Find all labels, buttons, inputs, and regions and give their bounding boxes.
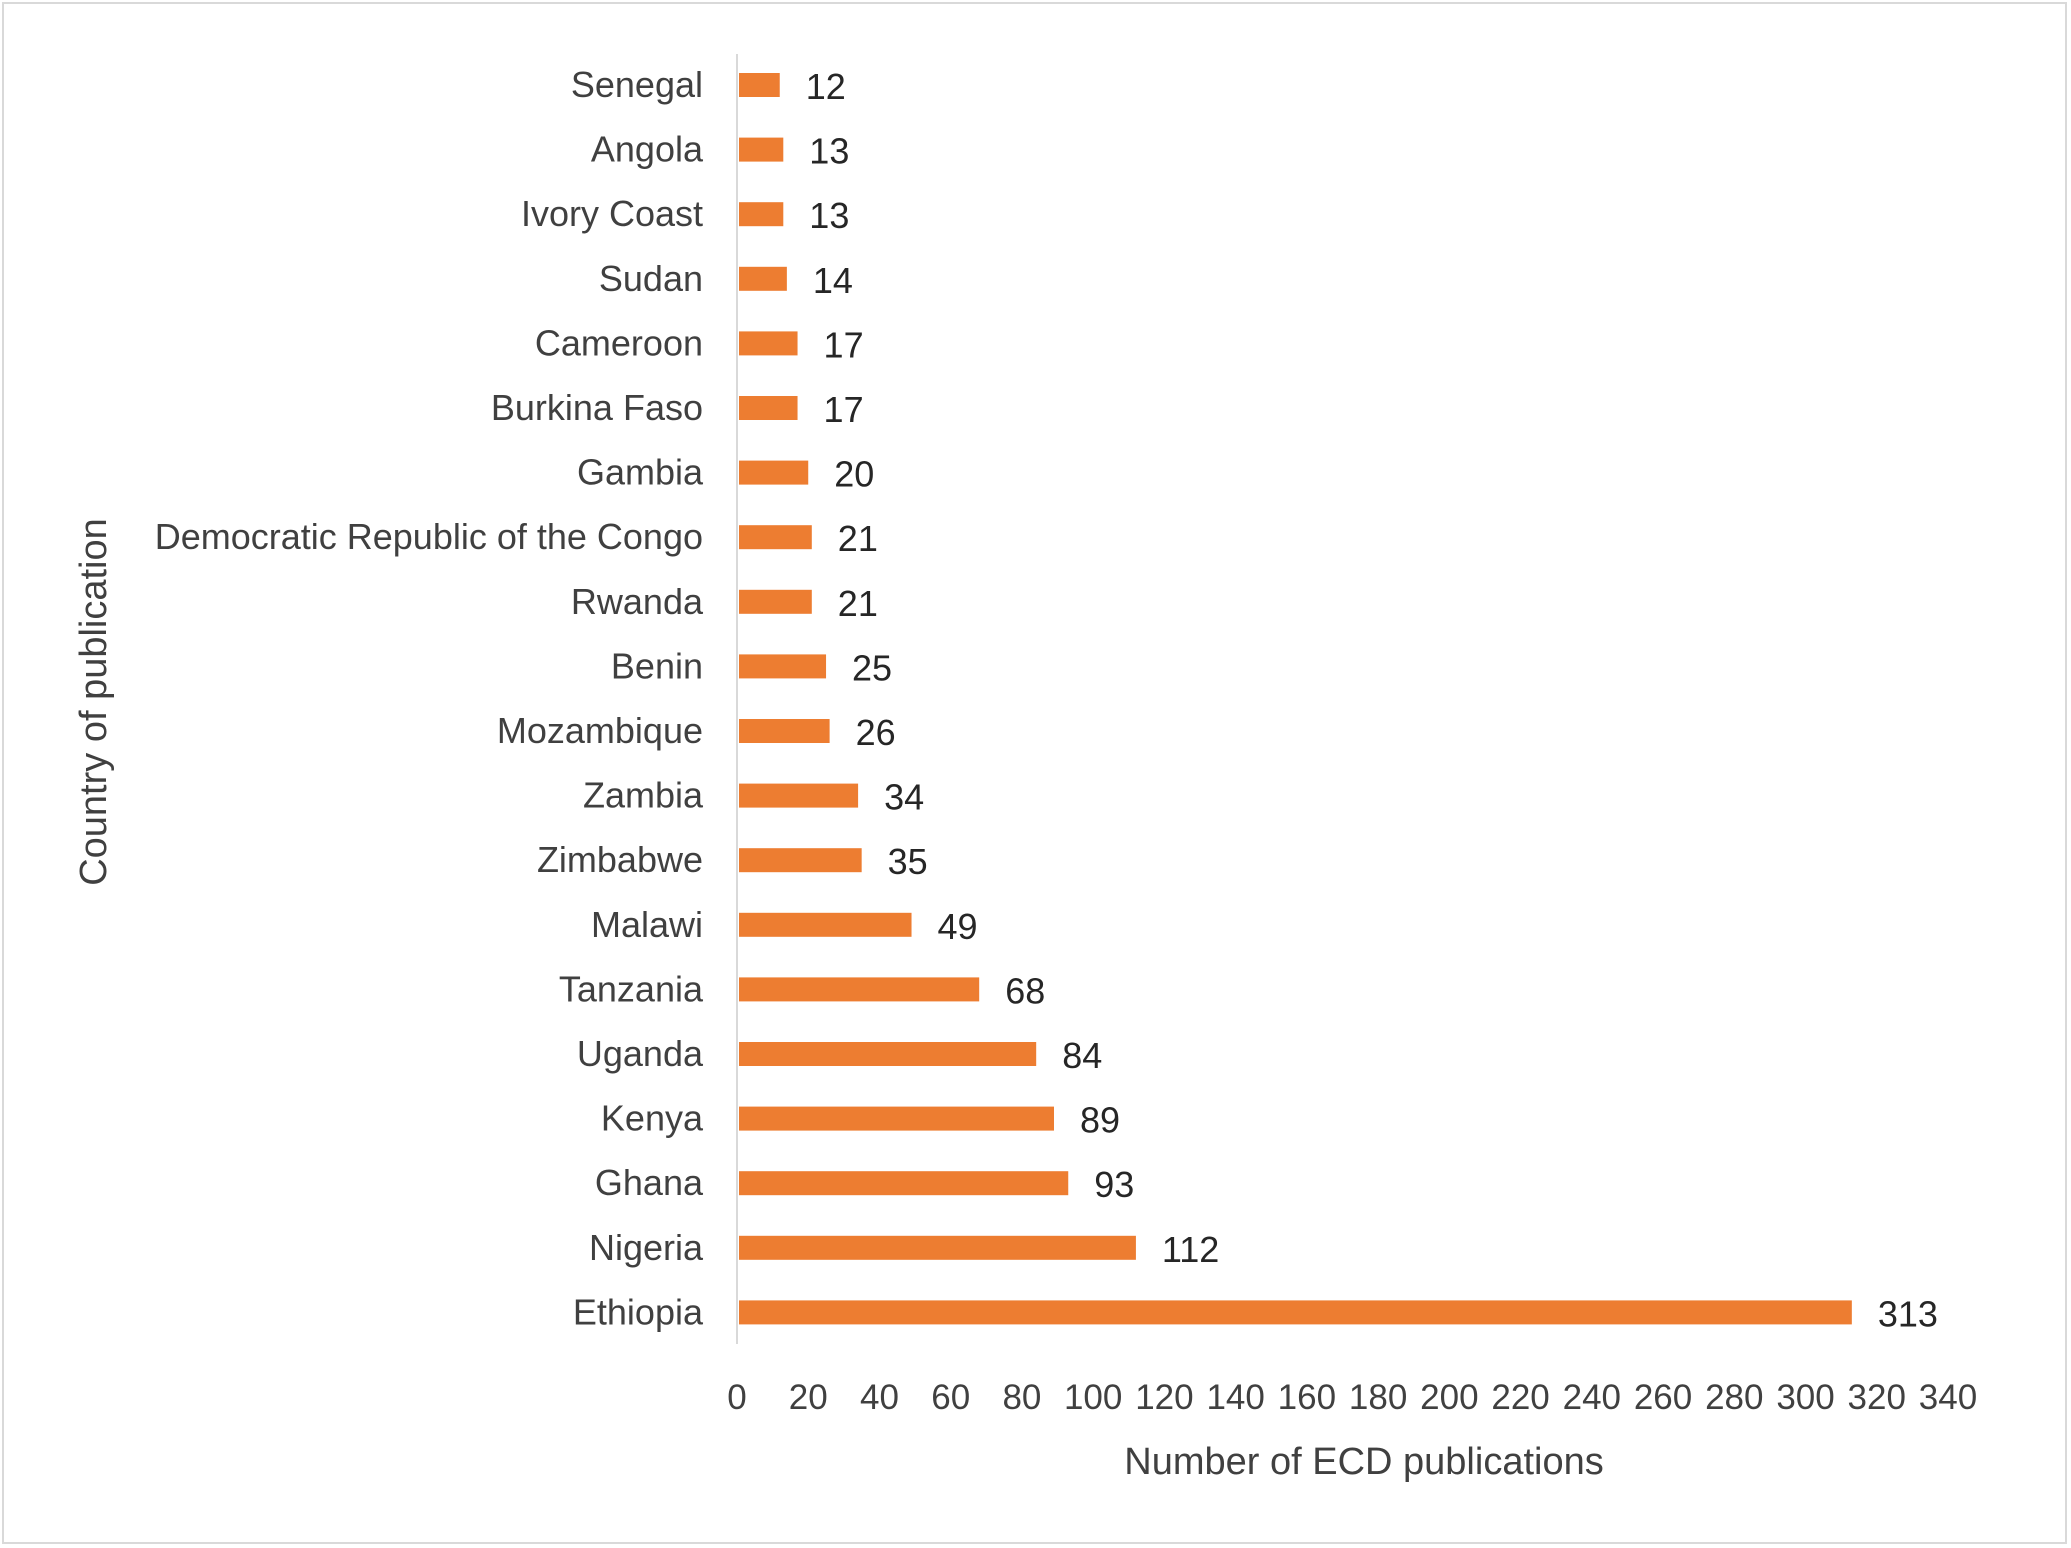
x-tick-label: 220 [1491, 1378, 1549, 1417]
category-label: Rwanda [571, 581, 704, 622]
x-tick-label: 280 [1705, 1378, 1763, 1417]
data-label: 12 [806, 66, 846, 107]
x-tick-label: 240 [1563, 1378, 1621, 1417]
category-labels-group: Senegal Angola Ivory Coast Sudan Cameroon Bur… [155, 64, 704, 1332]
category-label: Uganda [577, 1033, 704, 1074]
data-label: 112 [1162, 1229, 1219, 1270]
x-axis-title: Number of ECD publications [1124, 1441, 1603, 1483]
category-label: Zambia [583, 775, 704, 816]
x-tick-label: 60 [931, 1378, 970, 1417]
data-label: 21 [838, 583, 878, 624]
bar [739, 266, 787, 291]
x-tick-label: 320 [1848, 1378, 1906, 1417]
category-label: Mozambique [497, 710, 703, 751]
category-label: Sudan [599, 258, 703, 299]
x-tick-labels-group: 0 20 40 60 80 100 120 140 160 180 200 220 240 260 280 3… [727, 1378, 1977, 1417]
bar [739, 1300, 1852, 1325]
data-label: 17 [824, 389, 864, 430]
category-label: Angola [591, 129, 704, 170]
bar [739, 137, 784, 162]
data-label: 89 [1080, 1100, 1120, 1141]
bar [739, 848, 862, 873]
bars-group [739, 73, 1852, 1325]
x-tick-label: 300 [1776, 1378, 1834, 1417]
data-label: 17 [824, 324, 864, 365]
category-label: Ivory Coast [521, 193, 703, 234]
data-label: 68 [1005, 970, 1045, 1011]
category-label: Zimbabwe [537, 839, 703, 880]
plot-area: Senegal Angola Ivory Coast Sudan Cameroon Bur… [155, 54, 1977, 1417]
data-label: 35 [888, 841, 928, 882]
x-tick-label: 40 [860, 1378, 899, 1417]
data-label: 21 [838, 518, 878, 559]
x-tick-label: 160 [1278, 1378, 1336, 1417]
x-tick-label: 100 [1064, 1378, 1122, 1417]
x-tick-label: 80 [1002, 1378, 1041, 1417]
bar [739, 912, 912, 937]
x-tick-label: 260 [1634, 1378, 1692, 1417]
x-tick-label: 140 [1206, 1378, 1264, 1417]
bar [739, 654, 827, 679]
x-tick-label: 180 [1349, 1378, 1407, 1417]
category-label: Senegal [571, 64, 703, 105]
category-label: Gambia [577, 452, 704, 493]
category-label: Nigeria [589, 1227, 704, 1268]
data-label: 14 [813, 260, 853, 301]
category-label: Burkina Faso [491, 387, 703, 428]
bar [739, 202, 784, 227]
category-label: Benin [611, 645, 703, 686]
x-tick-label: 200 [1420, 1378, 1478, 1417]
data-label: 20 [834, 454, 874, 495]
x-tick-label: 0 [727, 1378, 746, 1417]
bar [739, 1042, 1037, 1066]
bar [739, 783, 859, 808]
bar [739, 1106, 1054, 1131]
category-label: Ethiopia [573, 1291, 704, 1332]
bar [739, 396, 798, 420]
data-label: 93 [1094, 1164, 1134, 1205]
bar [739, 1171, 1069, 1196]
y-axis-title: Country of publication [73, 518, 115, 886]
x-tick-label: 120 [1135, 1378, 1193, 1417]
category-label: Ghana [595, 1162, 704, 1203]
data-label: 13 [809, 195, 849, 236]
bar [739, 589, 812, 614]
x-tick-label: 340 [1919, 1378, 1977, 1417]
bar [739, 525, 812, 550]
category-label: Democratic Republic of the Congo [155, 516, 703, 557]
data-label: 13 [809, 131, 849, 172]
bar [739, 977, 980, 1002]
data-label: 49 [938, 906, 978, 947]
data-label: 25 [852, 647, 892, 688]
category-label: Malawi [591, 904, 703, 945]
bar [739, 73, 780, 97]
data-label: 313 [1878, 1293, 1938, 1334]
bar-chart: Senegal Angola Ivory Coast Sudan Cameroon Bur… [73, 54, 1977, 1483]
bar [739, 331, 798, 356]
category-label: Tanzania [559, 968, 704, 1009]
data-label: 84 [1062, 1035, 1102, 1076]
category-label: Cameroon [535, 322, 703, 363]
bar [739, 1235, 1136, 1260]
data-label: 26 [856, 712, 896, 753]
bar [739, 460, 809, 485]
category-label: Kenya [601, 1098, 704, 1139]
x-tick-label: 20 [789, 1378, 828, 1417]
bar [739, 719, 830, 743]
data-label: 34 [884, 777, 924, 818]
